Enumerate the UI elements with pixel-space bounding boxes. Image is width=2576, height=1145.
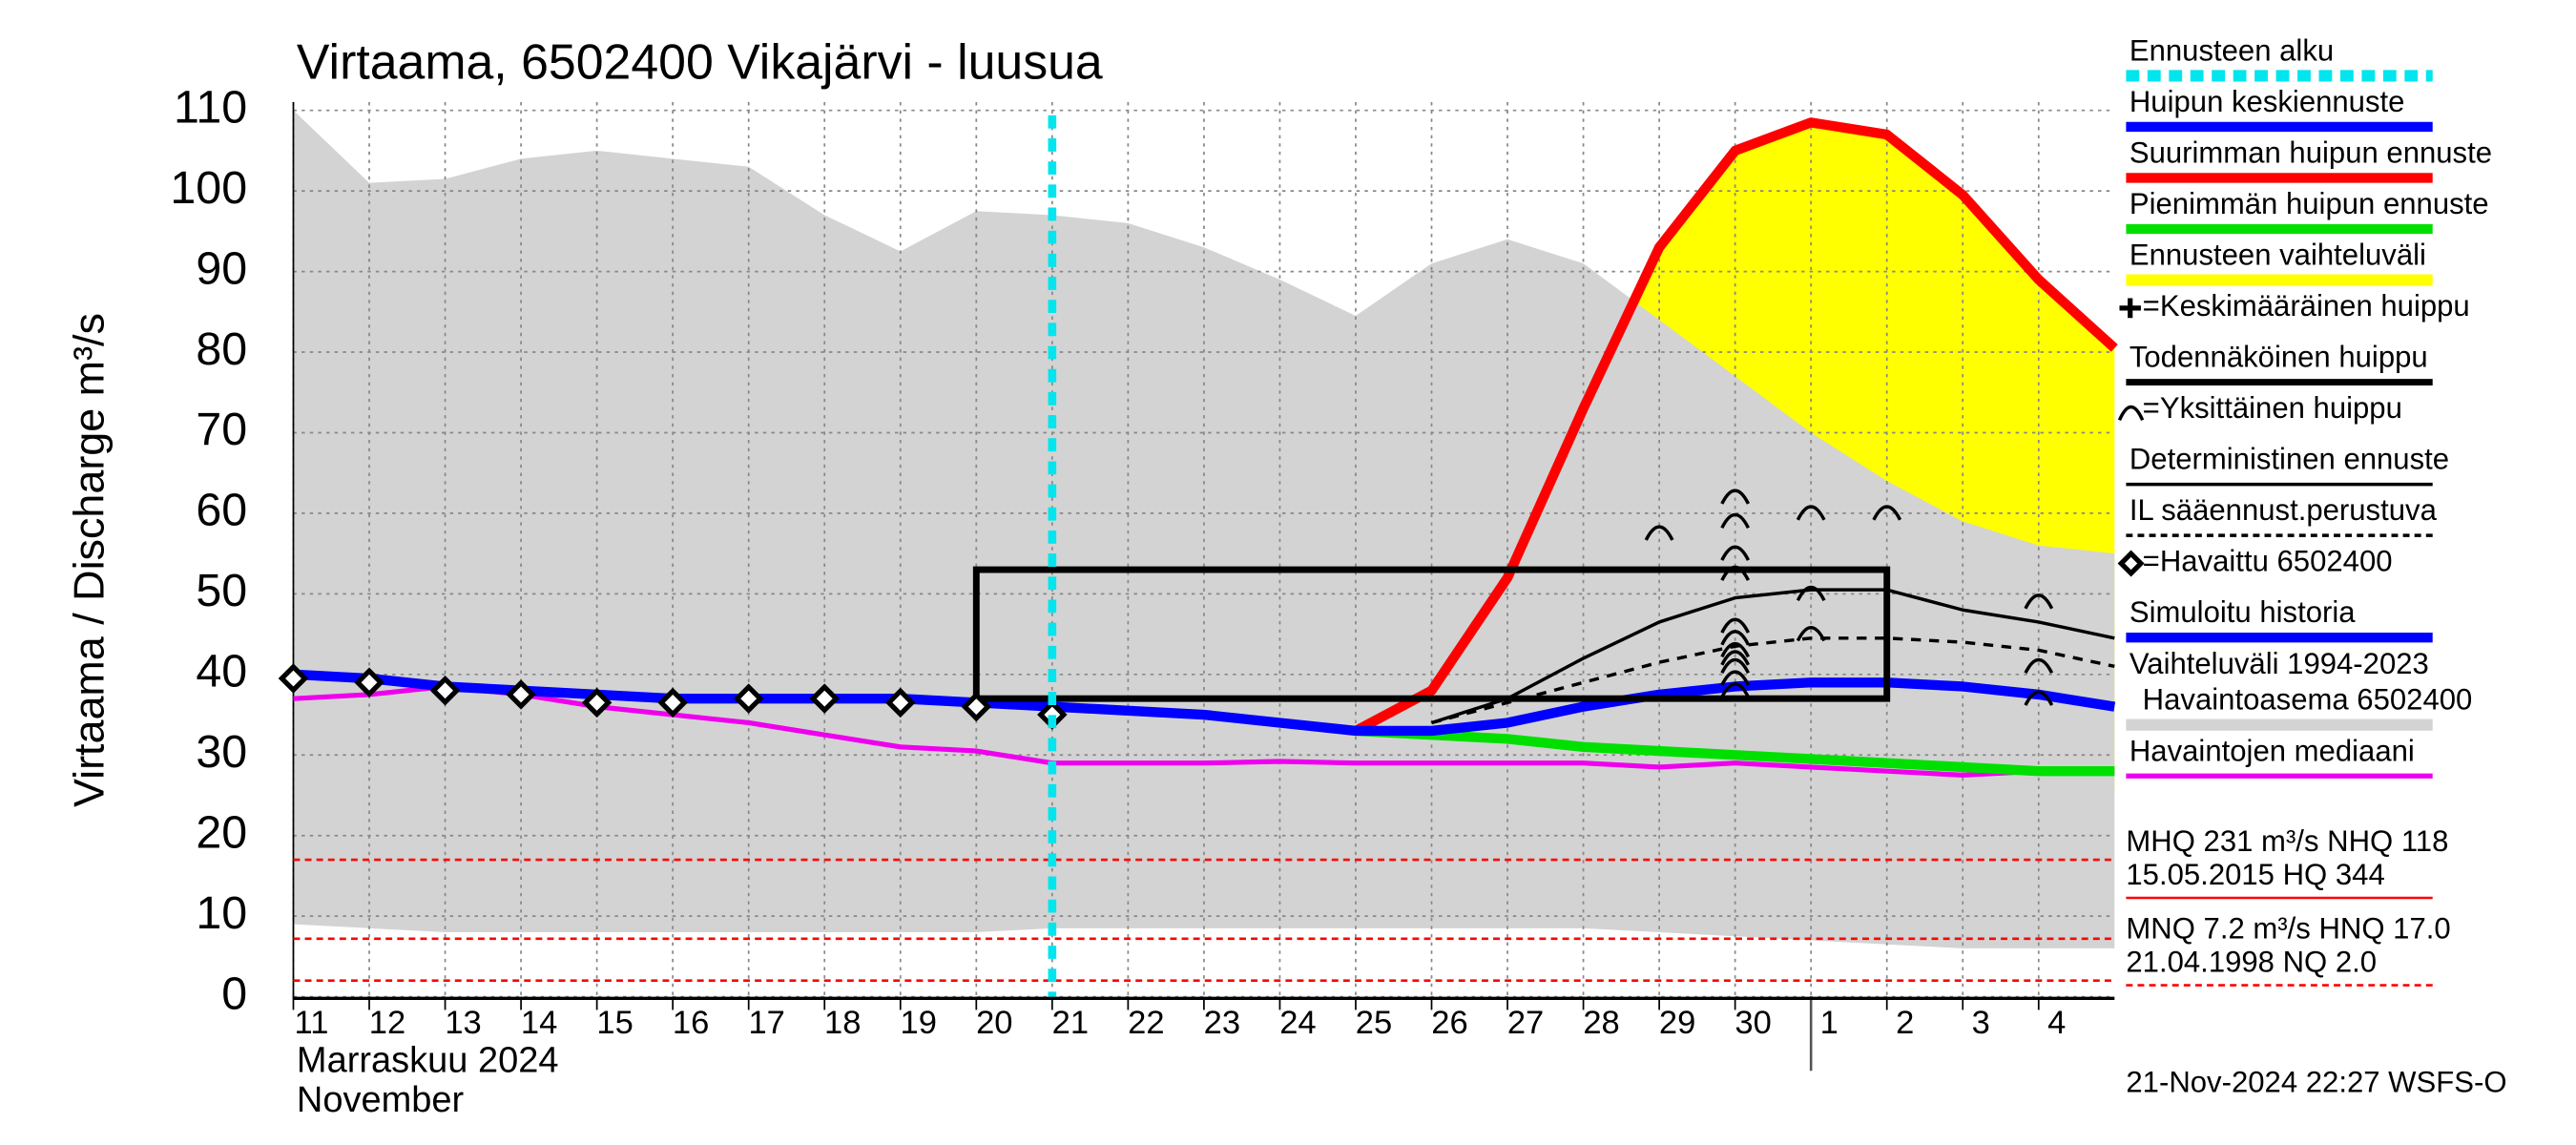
legend-label: Deterministinen ennuste — [2129, 443, 2449, 476]
x-tick-label: 28 — [1583, 1005, 1619, 1041]
observed-point — [809, 683, 840, 714]
observed-point — [885, 687, 916, 718]
y-tick-label: 20 — [196, 806, 247, 858]
single-peak — [1720, 630, 1751, 646]
x-axis-label: Marraskuu 2024 — [297, 1041, 559, 1081]
legend-label: Ennusteen vaihteluväli — [2129, 239, 2426, 272]
single-peak — [1720, 565, 1751, 581]
single-peak — [1720, 641, 1751, 658]
x-tick-label: 23 — [1204, 1005, 1240, 1041]
series-line — [1430, 588, 2115, 725]
y-tick-label: 10 — [196, 887, 247, 939]
y-tick-label: 50 — [196, 565, 247, 616]
legend-label: Todennäköinen huippu — [2129, 341, 2428, 374]
x-tick-label: 30 — [1735, 1005, 1771, 1041]
x-tick-label: 2 — [1896, 1005, 1914, 1041]
x-tick-label: 29 — [1659, 1005, 1695, 1041]
legend-symbol — [2117, 550, 2145, 577]
observed-point — [581, 687, 613, 718]
observed-point — [506, 679, 536, 710]
legend-label: =Yksittäinen huippu — [2143, 391, 2402, 425]
footer: 21-Nov-2024 22:27 WSFS-O — [2126, 1065, 2506, 1098]
x-tick-label: 22 — [1128, 1005, 1164, 1041]
y-tick-label: 100 — [170, 162, 247, 214]
y-tick-label: 40 — [196, 646, 247, 697]
chart-title: Virtaama, 6502400 Vikajärvi - luusua — [297, 34, 1103, 90]
single-peak — [2024, 593, 2054, 610]
single-peak — [1796, 626, 1826, 642]
x-tick-label: 20 — [976, 1005, 1012, 1041]
legend-symbol — [2117, 405, 2145, 422]
legend-label: Suurimman huipun ennuste — [2129, 136, 2492, 170]
x-tick-label: 17 — [748, 1005, 784, 1041]
single-peak — [1644, 525, 1674, 541]
x-tick-label: 3 — [1972, 1005, 1990, 1041]
single-peak — [1720, 670, 1751, 686]
legend-label: IL sääennust.perustuva — [2129, 493, 2438, 527]
x-tick-label: 27 — [1507, 1005, 1544, 1041]
y-tick-label: 0 — [221, 968, 247, 1019]
y-tick-label: 60 — [196, 485, 247, 536]
legend-label: Ennusteen alku — [2129, 33, 2334, 67]
x-tick-label: 19 — [901, 1005, 937, 1041]
y-tick-label: 110 — [174, 81, 247, 133]
x-tick-label: 11 — [295, 1005, 329, 1041]
x-tick-label: 1 — [1820, 1005, 1839, 1041]
x-tick-label: 16 — [673, 1005, 709, 1041]
y-tick-label: 30 — [196, 726, 247, 778]
legend-label: =Havaittu 6502400 — [2143, 545, 2393, 578]
y-axis-label: Virtaama / Discharge m³/s — [65, 313, 114, 807]
legend-label: Vaihteluväli 1994-2023 — [2129, 647, 2429, 680]
stat-text: 15.05.2015 HQ 344 — [2126, 858, 2384, 891]
single-peak — [1796, 505, 1826, 521]
x-tick-label: 21 — [1052, 1005, 1089, 1041]
legend-label: Havaintojen mediaani — [2129, 734, 2415, 767]
series-line — [1051, 677, 2116, 737]
y-tick-label: 80 — [196, 323, 247, 375]
observed-point — [733, 683, 764, 714]
observed-point — [278, 663, 309, 694]
x-tick-label: 13 — [445, 1005, 481, 1041]
single-peak — [1720, 617, 1751, 634]
likely-peak-box — [972, 566, 1891, 702]
single-peak — [1720, 512, 1751, 530]
series-line — [1353, 117, 2118, 736]
observed-point — [961, 691, 992, 722]
observed-point — [657, 687, 688, 718]
x-tick-label: 14 — [521, 1005, 557, 1041]
observed-point — [429, 675, 461, 706]
series-line — [1431, 636, 2115, 725]
stat-text: MNQ 7.2 m³/s HNQ 17.0 — [2126, 912, 2450, 946]
x-tick-label: 12 — [369, 1005, 405, 1041]
y-tick-label: 90 — [196, 242, 247, 294]
single-peak — [2024, 657, 2054, 675]
x-axis-label: November — [297, 1080, 465, 1120]
single-peak — [1720, 657, 1751, 675]
series-line — [1355, 725, 2115, 777]
legend-label: Pienimmän huipun ennuste — [2129, 187, 2489, 220]
x-tick-label: 4 — [2047, 1005, 2066, 1041]
single-peak — [1720, 682, 1751, 698]
single-peak — [1720, 489, 1751, 505]
legend-label: =Keskimääräinen huippu — [2143, 289, 2470, 323]
legend-label: Simuloitu historia — [2129, 595, 2356, 629]
x-tick-label: 18 — [824, 1005, 861, 1041]
single-peak — [1720, 650, 1751, 666]
single-peak — [1796, 585, 1826, 602]
single-peak — [1720, 545, 1751, 561]
x-tick-label: 24 — [1279, 1005, 1316, 1041]
legend-symbol — [2119, 298, 2141, 319]
stat-text: 21.04.1998 NQ 2.0 — [2126, 945, 2377, 978]
x-tick-label: 26 — [1431, 1005, 1467, 1041]
legend-note: Havaintoasema 6502400 — [2143, 683, 2473, 717]
legend-label: Huipun keskiennuste — [2129, 85, 2405, 118]
single-peak — [1872, 505, 1902, 521]
x-tick-label: 25 — [1356, 1005, 1392, 1041]
x-tick-label: 15 — [596, 1005, 633, 1041]
y-tick-label: 70 — [196, 404, 247, 455]
observed-point — [354, 667, 384, 698]
single-peak — [2024, 690, 2054, 706]
stat-text: MHQ 231 m³/s NHQ 118 — [2126, 824, 2448, 858]
